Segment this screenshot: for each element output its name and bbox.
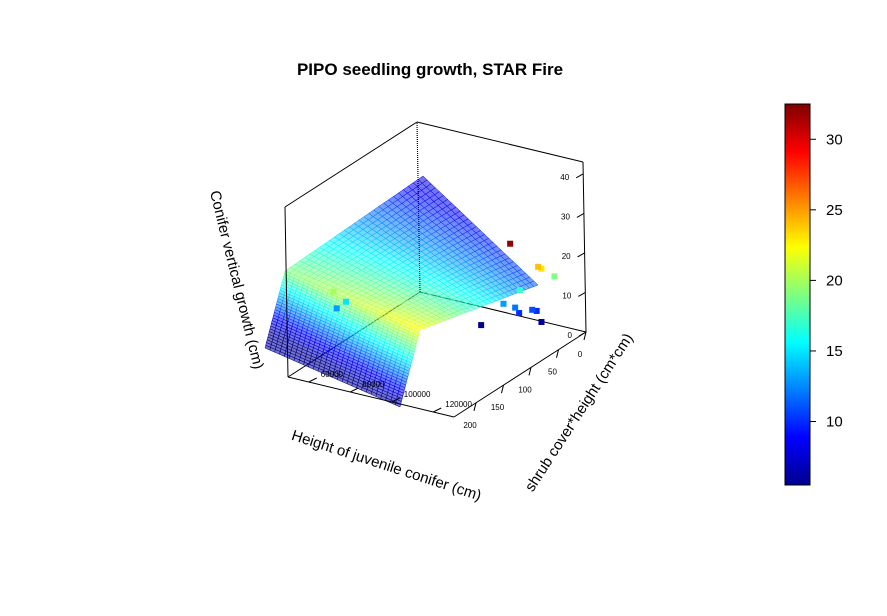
box-edge	[287, 376, 455, 418]
x-axis-label: Height of juvenile conifer (cm)	[289, 427, 483, 504]
z-tick	[576, 212, 585, 218]
z-tick	[578, 331, 587, 337]
colorbar-tick-label: 20	[826, 272, 843, 289]
z-tick-label: 30	[561, 212, 570, 221]
z-tick-label: 40	[560, 173, 569, 182]
colorbar-tick-label: 30	[826, 131, 843, 148]
data-point	[512, 304, 519, 311]
x-tick	[528, 367, 532, 376]
x-tick	[556, 349, 559, 358]
box-edge	[284, 206, 289, 378]
y-tick-label: 120000	[445, 400, 472, 409]
regression-surface	[264, 175, 539, 408]
y-tick-label: 60000	[321, 370, 344, 379]
axis-ticks: 0 10 20 30 40 0 50 100 150 200 60000 80000 100000 120…	[308, 173, 587, 430]
y-tick-label: 80000	[362, 380, 385, 389]
data-point	[538, 318, 545, 325]
y-tick-label: 100000	[404, 390, 431, 399]
y-tick	[350, 387, 359, 393]
data-point	[507, 240, 514, 247]
data-point	[516, 287, 523, 294]
y-tick	[391, 397, 400, 403]
x-tick	[473, 402, 477, 411]
surface-cell	[417, 175, 428, 184]
data-point	[333, 305, 340, 312]
colorbar	[784, 103, 811, 486]
x-tick	[501, 385, 504, 394]
x-tick-label: 200	[463, 421, 477, 430]
x-tick-label: 0	[578, 350, 583, 359]
box-edge	[284, 121, 418, 208]
colorbar-tick-label: 25	[826, 202, 843, 219]
box-edge	[453, 331, 587, 418]
z-axis-label: Conifer vertical growth (cm)	[206, 189, 267, 371]
surface-cell	[264, 344, 271, 351]
z-tick-label: 0	[568, 331, 573, 340]
box-edge	[582, 161, 587, 333]
data-point	[330, 288, 337, 295]
data-point	[516, 310, 523, 317]
x-tick-label: 150	[491, 403, 505, 412]
x-tick	[583, 331, 587, 341]
data-points	[330, 240, 558, 329]
x-tick-label: 50	[548, 368, 557, 377]
colorbar-tick-label: 15	[826, 343, 843, 360]
data-point	[478, 322, 485, 329]
y-tick	[308, 377, 317, 383]
z-tick	[578, 292, 586, 297]
x-tick-label: 100	[518, 385, 532, 394]
z-tick-label: 10	[562, 291, 571, 300]
colorbar-tick-label: 10	[826, 414, 843, 431]
data-point	[342, 298, 349, 305]
z-tick	[575, 173, 584, 179]
data-point	[551, 273, 558, 280]
box-edge	[416, 121, 584, 163]
z-tick-label: 20	[562, 252, 571, 261]
data-point	[500, 300, 507, 307]
center-dotted-line	[416, 121, 421, 293]
data-point	[535, 263, 542, 270]
z-tick	[577, 252, 585, 258]
chart-title: PIPO seedling growth, STAR Fire	[297, 60, 563, 79]
data-point	[529, 306, 536, 313]
colorbar-ticks: 10 15 20 25 30	[810, 131, 843, 431]
y-tick	[433, 407, 442, 413]
